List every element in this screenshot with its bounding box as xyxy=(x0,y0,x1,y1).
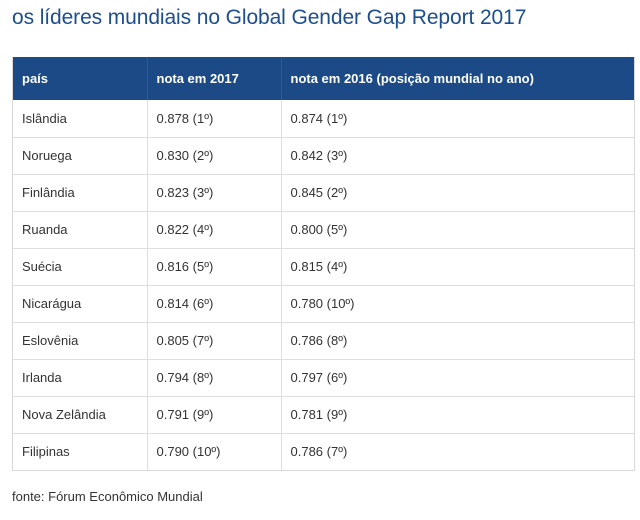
table-header: país nota em 2017 nota em 2016 (posição … xyxy=(13,57,634,100)
cell-country: Irlanda xyxy=(13,359,148,397)
cell-score-2017: 0.805 (7º) xyxy=(147,322,282,360)
cell-score-2017: 0.791 (9º) xyxy=(147,396,282,434)
header-score-2017: nota em 2017 xyxy=(147,57,282,100)
cell-score-2016: 0.845 (2º) xyxy=(281,174,634,212)
header-row: país nota em 2017 nota em 2016 (posição … xyxy=(13,57,634,100)
cell-country: Nicarágua xyxy=(13,285,148,323)
cell-country: Noruega xyxy=(13,137,148,175)
page-title: os líderes mundiais no Global Gender Gap… xyxy=(12,6,527,29)
cell-country: Nova Zelândia xyxy=(13,396,148,434)
cell-score-2017: 0.794 (8º) xyxy=(147,359,282,397)
cell-score-2016: 0.780 (10º) xyxy=(281,285,634,323)
cell-country: Ruanda xyxy=(13,211,148,249)
cell-score-2017: 0.822 (4º) xyxy=(147,211,282,249)
table-row: Nova Zelândia 0.791 (9º) 0.781 (9º) xyxy=(13,396,634,434)
table-row: Ruanda 0.822 (4º) 0.800 (5º) xyxy=(13,211,634,249)
cell-score-2016: 0.786 (7º) xyxy=(290,444,348,460)
table-row: Filipinas 0.790 (10º) 0.786 (7º) xyxy=(13,433,634,470)
cell-score-2016: 0.815 (4º) xyxy=(281,248,634,286)
cell-country: Filipinas xyxy=(13,433,148,470)
cell-score-2017: 0.823 (3º) xyxy=(147,174,282,212)
ranking-table: país nota em 2017 nota em 2016 (posição … xyxy=(13,57,634,470)
table-row: Irlanda 0.794 (8º) 0.797 (6º) xyxy=(13,359,634,397)
cell-score-2017: 0.790 (10º) xyxy=(147,433,282,470)
table-row: Noruega 0.830 (2º) 0.842 (3º) xyxy=(13,137,634,175)
cell-country: Islândia xyxy=(13,100,148,138)
table-row: Islândia 0.878 (1º) 0.874 (1º) xyxy=(13,100,634,138)
cell-score-2016: 0.797 (6º) xyxy=(281,359,634,397)
header-country: país xyxy=(13,57,148,100)
cell-score-2016: 0.786 (8º) xyxy=(281,322,634,360)
cell-score-2016: 0.781 (9º) xyxy=(281,396,634,434)
table-row: Finlândia 0.823 (3º) 0.845 (2º) xyxy=(13,174,634,212)
table-body: Islândia 0.878 (1º) 0.874 (1º) Noruega 0… xyxy=(13,100,634,470)
cell-score-2017: 0.816 (5º) xyxy=(147,248,282,286)
cell-score-2017: 0.830 (2º) xyxy=(147,137,282,175)
cell-score-2017: 0.878 (1º) xyxy=(147,100,282,138)
table-row: Eslovênia 0.805 (7º) 0.786 (8º) xyxy=(13,322,634,360)
cell-country: Suécia xyxy=(13,248,148,286)
cell-score-2017: 0.814 (6º) xyxy=(147,285,282,323)
cell-score-2016: 0.874 (1º) xyxy=(281,100,634,138)
cell-country: Finlândia xyxy=(13,174,148,212)
cell-score-2016: 0.842 (3º) xyxy=(281,137,634,175)
cell-score-2016: 0.800 (5º) xyxy=(281,211,634,249)
header-score-2016: nota em 2016 (posição mundial no ano) xyxy=(290,71,534,86)
table-row: Suécia 0.816 (5º) 0.815 (4º) xyxy=(13,248,634,286)
source-note: fonte: Fórum Econômico Mundial xyxy=(12,489,203,504)
table-row: Nicarágua 0.814 (6º) 0.780 (10º) xyxy=(13,285,634,323)
cell-country: Eslovênia xyxy=(13,322,148,360)
ranking-table-container: país nota em 2017 nota em 2016 (posição … xyxy=(12,57,635,471)
